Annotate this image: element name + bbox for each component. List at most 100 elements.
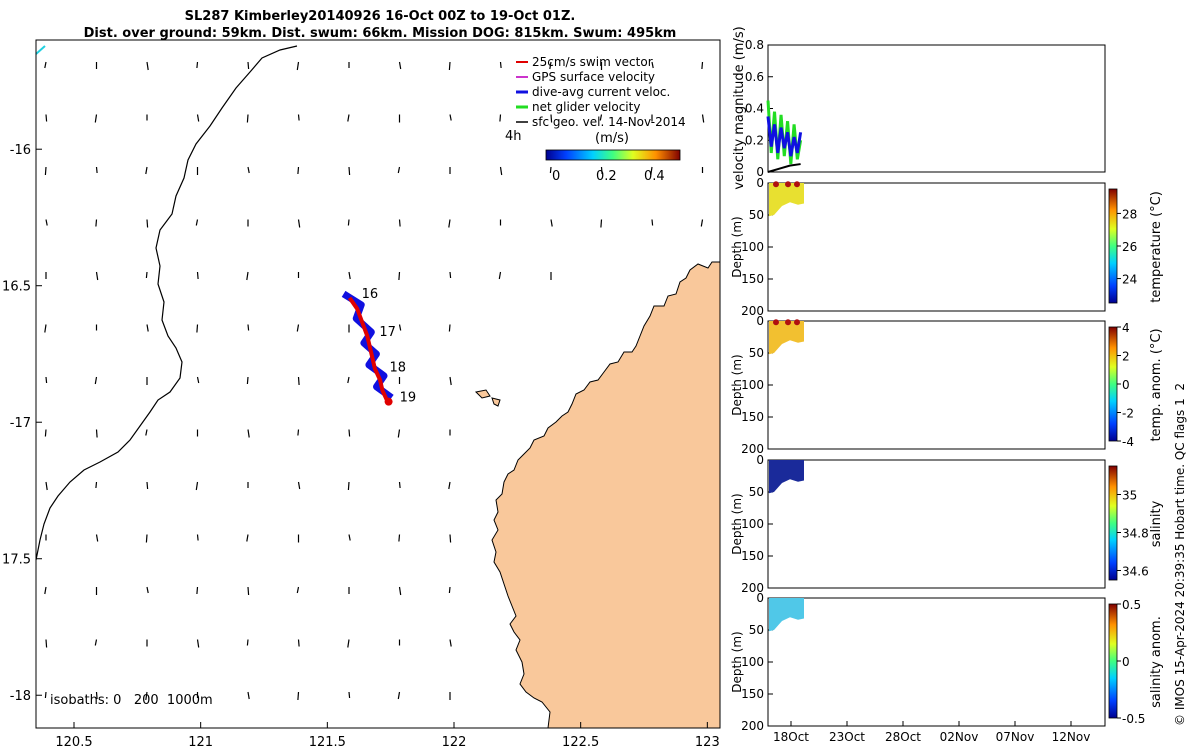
- colorbar-tick-label: -4: [1122, 435, 1134, 449]
- sfc-arrow: [196, 639, 200, 648]
- sfc-arrow: [449, 534, 452, 543]
- map-xtick-label: 123: [695, 735, 720, 750]
- velocity-ticks: 0 0.2 0.4 0.6 0.8: [745, 38, 773, 179]
- sfc-arrow: [296, 586, 300, 594]
- land-mass: [491, 261, 721, 729]
- section-hot-spot: [773, 181, 779, 188]
- map-xtick-label: 122.5: [562, 735, 599, 750]
- velocity-ytick-label: 0.8: [745, 38, 764, 52]
- sfc-arrow: [650, 166, 653, 176]
- sfc-arrow: [296, 61, 300, 71]
- sfc-arrow: [94, 639, 98, 646]
- section-hot-spot: [773, 319, 779, 326]
- colorbar-label: temperature (°C): [1149, 191, 1164, 303]
- sfc-arrow: [196, 586, 199, 595]
- sfc-arrow: [44, 61, 47, 69]
- sfc-arrow: [246, 376, 249, 385]
- section-ytick-label: 0: [756, 176, 764, 190]
- track-end-point: [384, 397, 393, 406]
- section-panel-3: 0 50 100 150 200 Depth (m) 35 34.8 34.6 salinity: [730, 453, 1164, 595]
- sfc-arrow: [397, 691, 401, 700]
- sfc-arrow: [196, 61, 199, 69]
- sfc-arrow: [196, 114, 200, 122]
- legend: 25cm/s swim vector GPS surface velocity …: [505, 55, 686, 184]
- colorbar-tick-label: 4: [1122, 321, 1130, 335]
- sfc-arrow: [348, 271, 351, 280]
- section-colorbar: [1108, 188, 1118, 304]
- velocity-ytick-label: 0.4: [745, 102, 764, 116]
- sfc-arrow: [297, 429, 300, 436]
- sfc-arrow: [247, 691, 250, 700]
- sfc-arrow: [701, 61, 704, 70]
- colorbar-unit-label: (m/s): [595, 131, 629, 146]
- sfc-arrow: [701, 114, 705, 123]
- sfc-arrow: [498, 271, 502, 280]
- section-ytick-label: 150: [741, 272, 764, 286]
- section-hot-spot: [785, 181, 791, 188]
- sfc-arrow: [95, 219, 98, 227]
- map-ticks: 120.5 121 121.5 122 122.5 123 -16 16.5 -17 17.5 -1…: [2, 143, 720, 750]
- sfc-arrow: [195, 219, 199, 226]
- colorbar-tick-label: -0.5: [1122, 712, 1145, 726]
- colorbar-tick-label: 34.8: [1122, 527, 1149, 541]
- sfc-arrow: [600, 166, 603, 175]
- map-ytick-label: 16.5: [2, 280, 31, 295]
- sfc-arrow: [347, 639, 350, 648]
- time-tick-label: 28Oct: [885, 730, 921, 744]
- sfc-arrow: [44, 324, 47, 333]
- corner-marker: [35, 45, 46, 55]
- chart-title-line1: SL287 Kimberley20140926 16-Oct 00Z to 19…: [184, 9, 576, 24]
- sfc-arrow: [95, 429, 98, 438]
- sfc-arrow: [145, 429, 148, 436]
- section-ytick-label: 100: [741, 378, 764, 392]
- time-axis: 18Oct 23Oct 28Oct 02Nov 07Nov 12Nov: [773, 721, 1090, 744]
- sfc-arrow: [196, 376, 200, 384]
- section-hot-spot: [794, 181, 800, 188]
- section-ytick-label: 200: [741, 719, 764, 733]
- velocity-series: [766, 100, 803, 173]
- sfc-arrow: [146, 324, 149, 332]
- time-tick-label: 07Nov: [996, 730, 1035, 744]
- sfc-arrow: [397, 429, 401, 438]
- sfc-arrow: [347, 114, 350, 122]
- sfc-arrow: [94, 114, 98, 123]
- section-ytick-label: 100: [741, 240, 764, 254]
- section-ytick-label: 150: [741, 549, 764, 563]
- map-panel: 16 17 18 19 120.5 121 121.5 122 122.5 123 -16 16.5…: [2, 39, 721, 750]
- sfc-arrow: [651, 219, 654, 226]
- surface-velocity-arrows: [44, 61, 705, 701]
- section-data-patch: [769, 183, 804, 217]
- section-ytick-label: 50: [749, 346, 764, 360]
- sfc-arrow: [398, 481, 401, 489]
- colorbar-label: salinity: [1149, 500, 1164, 547]
- section-ytick-label: 0: [756, 453, 764, 467]
- section-ytick-label: 0: [756, 314, 764, 328]
- sfc-arrow: [196, 271, 199, 280]
- section-data-patch: [769, 321, 804, 355]
- colorbar-label: salinity anom.: [1149, 616, 1164, 708]
- sfc-arrow: [549, 61, 552, 70]
- sfc-arrow: [296, 324, 300, 332]
- sfc-arrow: [499, 61, 502, 69]
- sfc-arrow: [348, 534, 351, 541]
- sfc-arrow: [45, 219, 48, 226]
- sfc-arrow: [195, 481, 199, 491]
- colorbar-tick-label: 34.6: [1122, 565, 1149, 579]
- sfc-arrow: [600, 219, 603, 228]
- sfc-arrow: [398, 586, 402, 596]
- sfc-arrow: [348, 691, 351, 699]
- speed-colorbar: [545, 149, 681, 161]
- sfc-arrow: [398, 271, 401, 281]
- sfc-arrow: [246, 534, 249, 542]
- section-colorbar: [1108, 465, 1118, 581]
- section-colorbar: [1108, 326, 1118, 442]
- day-marker-16: 16: [362, 287, 379, 302]
- section-panel-1: 0 50 100 150 200 Depth (m) 28 26 24 temperature (…: [730, 176, 1164, 318]
- sfc-arrow: [448, 481, 451, 490]
- section-ytick-label: 200: [741, 442, 764, 456]
- map-xtick-label: 120.5: [55, 735, 92, 750]
- island: [491, 397, 501, 407]
- map-ytick-label: -18: [10, 689, 31, 704]
